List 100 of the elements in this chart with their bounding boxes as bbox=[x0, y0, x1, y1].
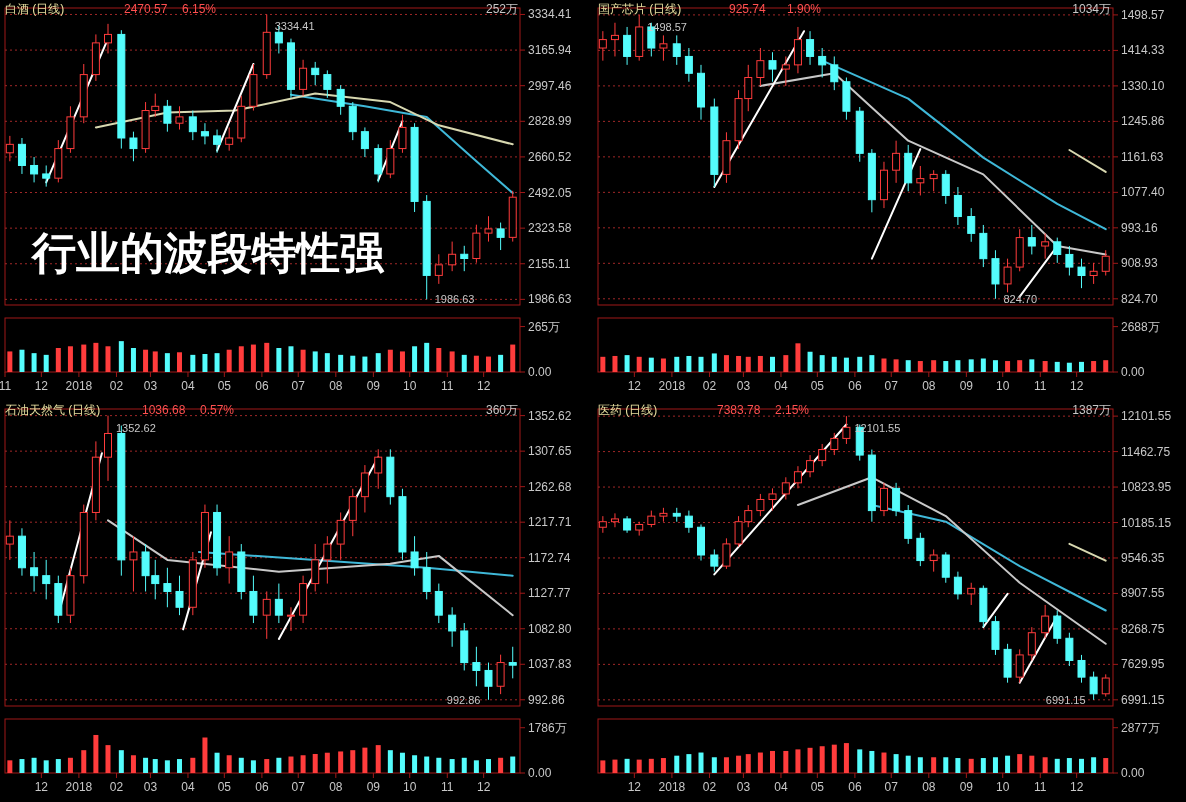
candlestick bbox=[299, 59, 308, 97]
bar bbox=[324, 752, 330, 773]
y-tick-label: 2877万 bbox=[1121, 720, 1160, 735]
bar bbox=[831, 744, 837, 773]
bar bbox=[105, 745, 111, 773]
candlestick bbox=[30, 551, 39, 592]
bar bbox=[769, 356, 775, 372]
bar bbox=[674, 356, 680, 372]
bar bbox=[711, 353, 717, 372]
candlestick bbox=[806, 30, 815, 66]
bar bbox=[831, 356, 837, 372]
bar bbox=[783, 750, 789, 773]
y-tick-label: 0.00 bbox=[528, 365, 552, 379]
candlestick bbox=[448, 606, 457, 648]
x-tick-label: 12 bbox=[34, 780, 49, 794]
bar bbox=[943, 757, 949, 773]
bar bbox=[686, 355, 692, 372]
bar bbox=[636, 356, 642, 372]
bar bbox=[968, 359, 974, 372]
y-tick-label: 7629.95 bbox=[1121, 657, 1165, 672]
bar bbox=[264, 342, 270, 372]
x-tick-label: 04 bbox=[774, 379, 788, 393]
bar bbox=[1054, 758, 1060, 773]
bar bbox=[819, 355, 825, 372]
candlestick bbox=[659, 34, 668, 62]
candlestick bbox=[1077, 654, 1086, 684]
candlestick bbox=[336, 84, 345, 116]
candlestick bbox=[1089, 262, 1098, 285]
bar bbox=[105, 346, 111, 372]
annotation: 1034万 bbox=[1072, 2, 1111, 16]
bar bbox=[375, 745, 381, 773]
bar bbox=[807, 747, 813, 773]
candlestick bbox=[941, 169, 950, 205]
bar bbox=[1078, 361, 1084, 372]
candlestick bbox=[484, 662, 493, 701]
candlestick bbox=[104, 23, 112, 54]
y-tick-label: 1077.40 bbox=[1121, 185, 1165, 200]
bar bbox=[723, 757, 729, 773]
candlestick bbox=[496, 654, 505, 695]
y-tick-label: 2997.46 bbox=[528, 78, 572, 93]
candlestick bbox=[323, 535, 332, 585]
candlestick bbox=[781, 476, 790, 500]
bar bbox=[893, 359, 899, 372]
bar bbox=[164, 760, 170, 773]
bar bbox=[711, 757, 717, 773]
bar bbox=[612, 355, 618, 372]
bar bbox=[43, 354, 49, 372]
candlestick bbox=[200, 122, 209, 145]
bar bbox=[600, 760, 606, 773]
annotation: 360万 bbox=[485, 403, 518, 417]
bar bbox=[485, 759, 491, 773]
bar bbox=[795, 343, 801, 372]
bar bbox=[424, 342, 430, 372]
y-tick-label: 2828.99 bbox=[528, 114, 572, 129]
candlestick bbox=[684, 510, 693, 534]
candlestick bbox=[793, 465, 802, 489]
bar bbox=[931, 360, 937, 372]
x-tick-label: 2018 bbox=[658, 379, 686, 393]
y-tick-label: 1414.33 bbox=[1121, 43, 1165, 58]
y-tick-label: 2155.11 bbox=[528, 256, 571, 271]
annotation: 1.90% bbox=[787, 2, 822, 16]
candlestick bbox=[892, 482, 901, 517]
x-tick-label: 08 bbox=[922, 780, 936, 794]
x-tick-label: 2018 bbox=[658, 780, 686, 794]
bar bbox=[498, 354, 504, 372]
x-tick-label: 04 bbox=[181, 780, 195, 794]
annotation: 0.57% bbox=[200, 403, 235, 417]
y-tick-label: 3334.41 bbox=[528, 7, 572, 22]
bar bbox=[461, 354, 467, 372]
bar bbox=[214, 752, 220, 773]
bar bbox=[375, 353, 381, 372]
x-tick-label: 05 bbox=[810, 780, 825, 794]
bar bbox=[436, 757, 442, 773]
candlestick bbox=[806, 454, 815, 478]
bar bbox=[1042, 361, 1048, 372]
candlestick bbox=[42, 164, 51, 188]
y-tick-label: 1307.65 bbox=[528, 444, 572, 459]
bar bbox=[190, 354, 196, 372]
candlestick bbox=[929, 169, 938, 192]
x-tick-label: 07 bbox=[884, 780, 899, 794]
x-tick-label: 09 bbox=[366, 780, 381, 794]
candlestick bbox=[756, 493, 765, 517]
bar bbox=[387, 750, 393, 773]
x-tick-label: 05 bbox=[810, 379, 825, 393]
x-tick-label: 03 bbox=[736, 379, 751, 393]
candlestick bbox=[756, 47, 765, 87]
bar bbox=[312, 753, 318, 773]
x-tick-label: 03 bbox=[736, 780, 751, 794]
bar bbox=[399, 752, 405, 773]
y-tick-label: 6991.15 bbox=[1121, 692, 1165, 707]
candlestick bbox=[768, 487, 777, 512]
bar bbox=[436, 348, 442, 372]
bar bbox=[843, 357, 849, 372]
candlestick bbox=[892, 140, 901, 184]
y-tick-label: 993.16 bbox=[1121, 220, 1159, 235]
bar bbox=[1066, 758, 1072, 773]
x-tick-label: 2018 bbox=[65, 780, 93, 794]
y-tick-label: 0.00 bbox=[1121, 766, 1145, 780]
bar bbox=[1103, 758, 1109, 773]
bar bbox=[723, 355, 729, 372]
